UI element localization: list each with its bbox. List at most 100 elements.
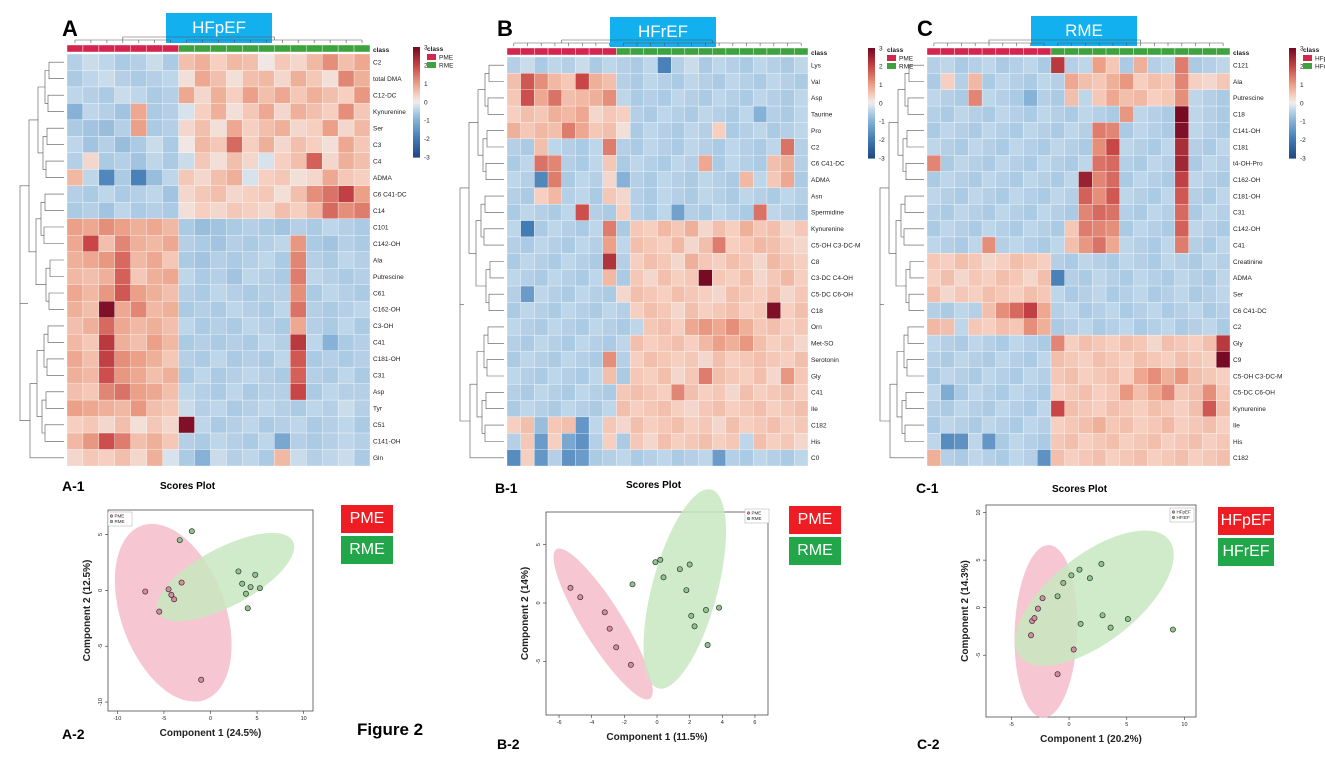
heatmap-b-cell	[547, 285, 562, 303]
heatmap-b-cell	[766, 73, 781, 90]
heatmap-b-cell	[725, 367, 740, 385]
heatmap-a-cell	[130, 268, 147, 285]
heatmap-c-cell	[1174, 122, 1189, 139]
heatmap-a-cell	[274, 185, 291, 203]
heatmap-b-colorbar-tick: 1	[879, 82, 883, 89]
heatmap-b-cell	[506, 236, 521, 254]
heatmap-a-cell	[306, 185, 323, 203]
heatmap-b-cell	[725, 302, 740, 319]
scores-b-2-ytick-label: 0	[536, 601, 542, 604]
scores-a-2-ytick-label: 5	[98, 533, 104, 536]
heatmap-b-row-dendrogram	[459, 64, 504, 459]
heatmap-a-colorbar-tick: 0	[424, 99, 428, 106]
heatmap-c-cell	[1188, 155, 1203, 172]
heatmap-c-cell	[954, 449, 969, 467]
heatmap-b-cell	[794, 334, 809, 352]
heatmap-a-cell	[178, 449, 195, 467]
heatmap-b-cell	[588, 253, 603, 270]
scores-b-2-point-pme	[567, 584, 574, 591]
heatmap-a-cell	[130, 235, 147, 252]
heatmap-c-cell	[1133, 220, 1148, 238]
heatmap-c-cell	[1064, 384, 1079, 401]
heatmap-c-colorbar-segment	[1289, 141, 1296, 144]
heatmap-a-colorbar-segment	[413, 76, 420, 79]
heatmap-c-cell	[940, 416, 955, 434]
heatmap-b-cell	[575, 334, 590, 352]
heatmap-c-cell	[1064, 302, 1079, 319]
scores-b-2-xtick-label: 4	[721, 720, 724, 726]
heatmap-b-cell	[698, 384, 713, 401]
heatmap-a-cell	[353, 235, 371, 252]
heatmap-c-row-label: C5-DC C6-OH	[1233, 390, 1275, 397]
heatmap-b-cell	[739, 89, 754, 107]
heatmap-b-class-cell	[657, 47, 672, 56]
heatmap-c-cell	[1119, 318, 1134, 336]
scores-a-2-point-pme	[142, 588, 149, 595]
heatmap-b-cell	[602, 204, 617, 221]
heatmap-c-cell	[1105, 433, 1120, 450]
heatmap-a-cell	[306, 301, 323, 318]
heatmap-c-cell	[1147, 56, 1162, 74]
heatmap-b-colorbar-segment	[868, 77, 875, 80]
heatmap-a-cell	[210, 317, 227, 335]
heatmap-a-cell	[130, 284, 147, 302]
heatmap-a-cell	[226, 350, 243, 368]
heatmap-b-cell	[698, 253, 713, 270]
heatmap-b-cell	[766, 318, 781, 336]
heatmap-c-colorbar-segment	[1289, 79, 1296, 82]
heatmap-b-cell	[520, 122, 535, 139]
heatmap-b-colorbar-segment	[868, 57, 875, 60]
heatmap-b-cell	[534, 285, 549, 303]
heatmap-a-cell	[66, 53, 84, 71]
heatmap-a-cell	[194, 86, 211, 104]
heatmap-a-cell	[98, 86, 115, 104]
heatmap-a-cell	[226, 416, 243, 434]
heatmap-c-cell	[954, 73, 969, 90]
banner-hfpef: HFpEF	[166, 13, 272, 43]
heatmap-c-cell	[1092, 187, 1107, 205]
heatmap-a-cell	[66, 70, 84, 88]
heatmap-c-class-cell	[1133, 47, 1148, 56]
heatmap-a-cell	[322, 169, 339, 186]
heatmap-b-cell	[794, 220, 809, 238]
heatmap-a-cell	[322, 432, 339, 450]
heatmap-b-row-label: C18	[811, 308, 823, 315]
heatmap-a-cell	[322, 334, 339, 351]
heatmap-b-cell	[520, 56, 535, 74]
heatmap-a-cell	[98, 284, 115, 302]
heatmap-c-cell	[940, 302, 955, 319]
heatmap-b-cell	[657, 236, 672, 254]
heatmap-a-cell	[194, 399, 211, 417]
heatmap-a-cell	[82, 317, 100, 335]
heatmap-c-cell	[1174, 73, 1189, 90]
heatmap-a-cell	[162, 251, 179, 269]
heatmap-c-cell	[1119, 138, 1134, 156]
heatmap-c-cell	[1009, 351, 1024, 368]
heatmap-a-cell	[306, 399, 323, 417]
heatmap-b-legend-label: PME	[899, 56, 914, 63]
heatmap-b-cell	[671, 204, 686, 221]
heatmap-a-row-label: ADMA	[373, 175, 392, 182]
heatmap-a-cell	[306, 416, 323, 434]
heatmap-b-cell	[671, 318, 686, 336]
heatmap-c-cell	[1174, 155, 1189, 172]
heatmap-a-cell	[353, 268, 371, 285]
heatmap-b-cell	[602, 220, 617, 238]
heatmap-c-cell	[1064, 236, 1079, 254]
legend-box-pme-a: PME	[341, 505, 393, 533]
heatmap-b-cell	[753, 204, 768, 221]
heatmap-c-cell	[1092, 318, 1107, 336]
heatmap-a-col-dendrogram	[74, 36, 363, 43]
heatmap-a-colorbar-segment	[413, 122, 420, 125]
heatmap-b-cell	[520, 384, 535, 401]
heatmap-a-colorbar-segment	[413, 63, 420, 66]
heatmap-c-cell	[995, 171, 1010, 189]
heatmap-a-cell	[162, 268, 179, 285]
heatmap-a-cell	[130, 136, 147, 154]
heatmap-b-cell	[725, 416, 740, 434]
heatmap-a-cell	[290, 301, 307, 318]
heatmap-c-cell	[1160, 220, 1176, 238]
heatmap-b-colorbar-segment	[868, 70, 875, 73]
heatmap-c-cell	[1174, 302, 1189, 319]
heatmap-a-cell	[130, 202, 147, 219]
